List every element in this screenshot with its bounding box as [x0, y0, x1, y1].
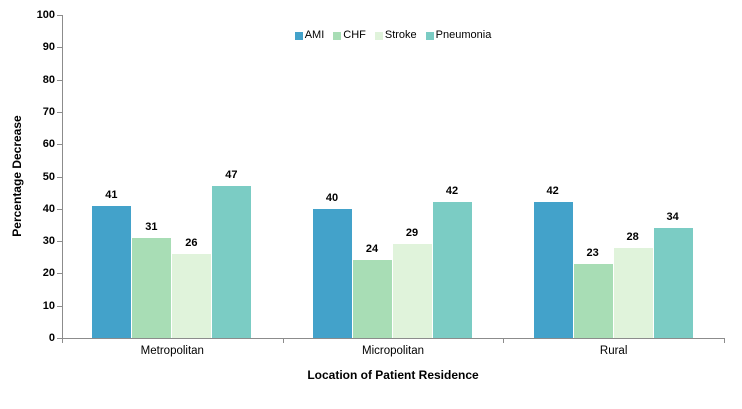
y-tick-mark: [57, 144, 62, 146]
y-tick-mark: [57, 338, 62, 339]
y-tick-label: 30: [42, 235, 55, 248]
y-tick-mark: [57, 47, 62, 49]
legend-label: Pneumonia: [435, 29, 492, 41]
bar-value-label: 41: [105, 188, 118, 201]
legend-label: AMI: [304, 29, 325, 41]
bar-value-label: 24: [365, 243, 379, 256]
bar-value-label: 34: [666, 211, 679, 224]
x-tick-mark: [724, 338, 725, 343]
legend-label: CHF: [343, 29, 366, 41]
x-axis-title: Location of Patient Residence: [307, 368, 479, 382]
category-label: Micropolitan: [361, 345, 424, 357]
bar: [653, 228, 693, 338]
bar: [132, 237, 172, 338]
category-label: Metropolitan: [140, 345, 204, 357]
y-tick-mark: [57, 111, 62, 113]
bar-value-label: 42: [445, 185, 459, 198]
legend-label: Stroke: [384, 29, 417, 41]
bar: [212, 186, 252, 338]
y-tick-label: 60: [42, 138, 55, 151]
y-tick-mark: [57, 208, 62, 210]
category-label: Rural: [599, 345, 628, 357]
x-tick-mark: [282, 338, 284, 343]
bar: [433, 202, 472, 338]
bar: [353, 260, 392, 338]
y-tick-label: 90: [42, 41, 55, 54]
legend-item: Stroke: [374, 29, 417, 42]
bar-value-label: 31: [145, 220, 158, 233]
y-tick-label: 100: [36, 9, 55, 21]
bar-value-label: 29: [405, 227, 419, 240]
legend-swatch: [425, 31, 434, 40]
bar-value-label: 40: [325, 191, 339, 204]
y-tick-label: 40: [42, 202, 55, 215]
y-tick-mark: [57, 176, 62, 178]
y-tick-label: 10: [42, 299, 55, 312]
y-tick-mark: [57, 79, 62, 81]
y-tick-mark: [57, 15, 62, 16]
y-tick-label: 20: [42, 267, 55, 280]
bar: [613, 247, 653, 338]
bar-value-label: 26: [185, 237, 198, 250]
y-axis-line: [62, 15, 63, 338]
legend-item: Pneumonia: [425, 29, 492, 42]
bar-value-label: 23: [586, 246, 599, 259]
bar: [573, 263, 613, 338]
plot-area: 41 31 26 47 40 24 29 42 42 23 28 34: [62, 15, 725, 343]
y-tick-label: 50: [42, 170, 55, 183]
bar: [92, 205, 132, 338]
bar: [533, 202, 573, 338]
y-tick-mark: [57, 273, 62, 275]
y-tick-label: 70: [42, 105, 55, 118]
bar: [393, 244, 432, 338]
x-tick-mark: [62, 338, 63, 343]
y-tick-mark: [57, 305, 62, 307]
y-tick-label: 0: [48, 332, 55, 344]
bar-value-label: 47: [225, 169, 238, 182]
x-axis-line: [62, 338, 725, 339]
legend-swatch: [294, 31, 303, 40]
bar-value-label: 28: [626, 230, 639, 243]
y-tick-mark: [57, 241, 62, 243]
legend-item: CHF: [333, 29, 366, 42]
bar: [313, 208, 352, 338]
legend-swatch: [374, 31, 383, 40]
bar-value-label: 42: [546, 185, 559, 198]
legend-swatch: [333, 31, 342, 40]
y-tick-label: 80: [42, 73, 55, 86]
legend-item: AMI: [294, 29, 325, 42]
bar: [172, 254, 212, 338]
x-tick-mark: [503, 338, 505, 343]
legend: AMI CHF Stroke Pneumonia: [62, 29, 724, 42]
